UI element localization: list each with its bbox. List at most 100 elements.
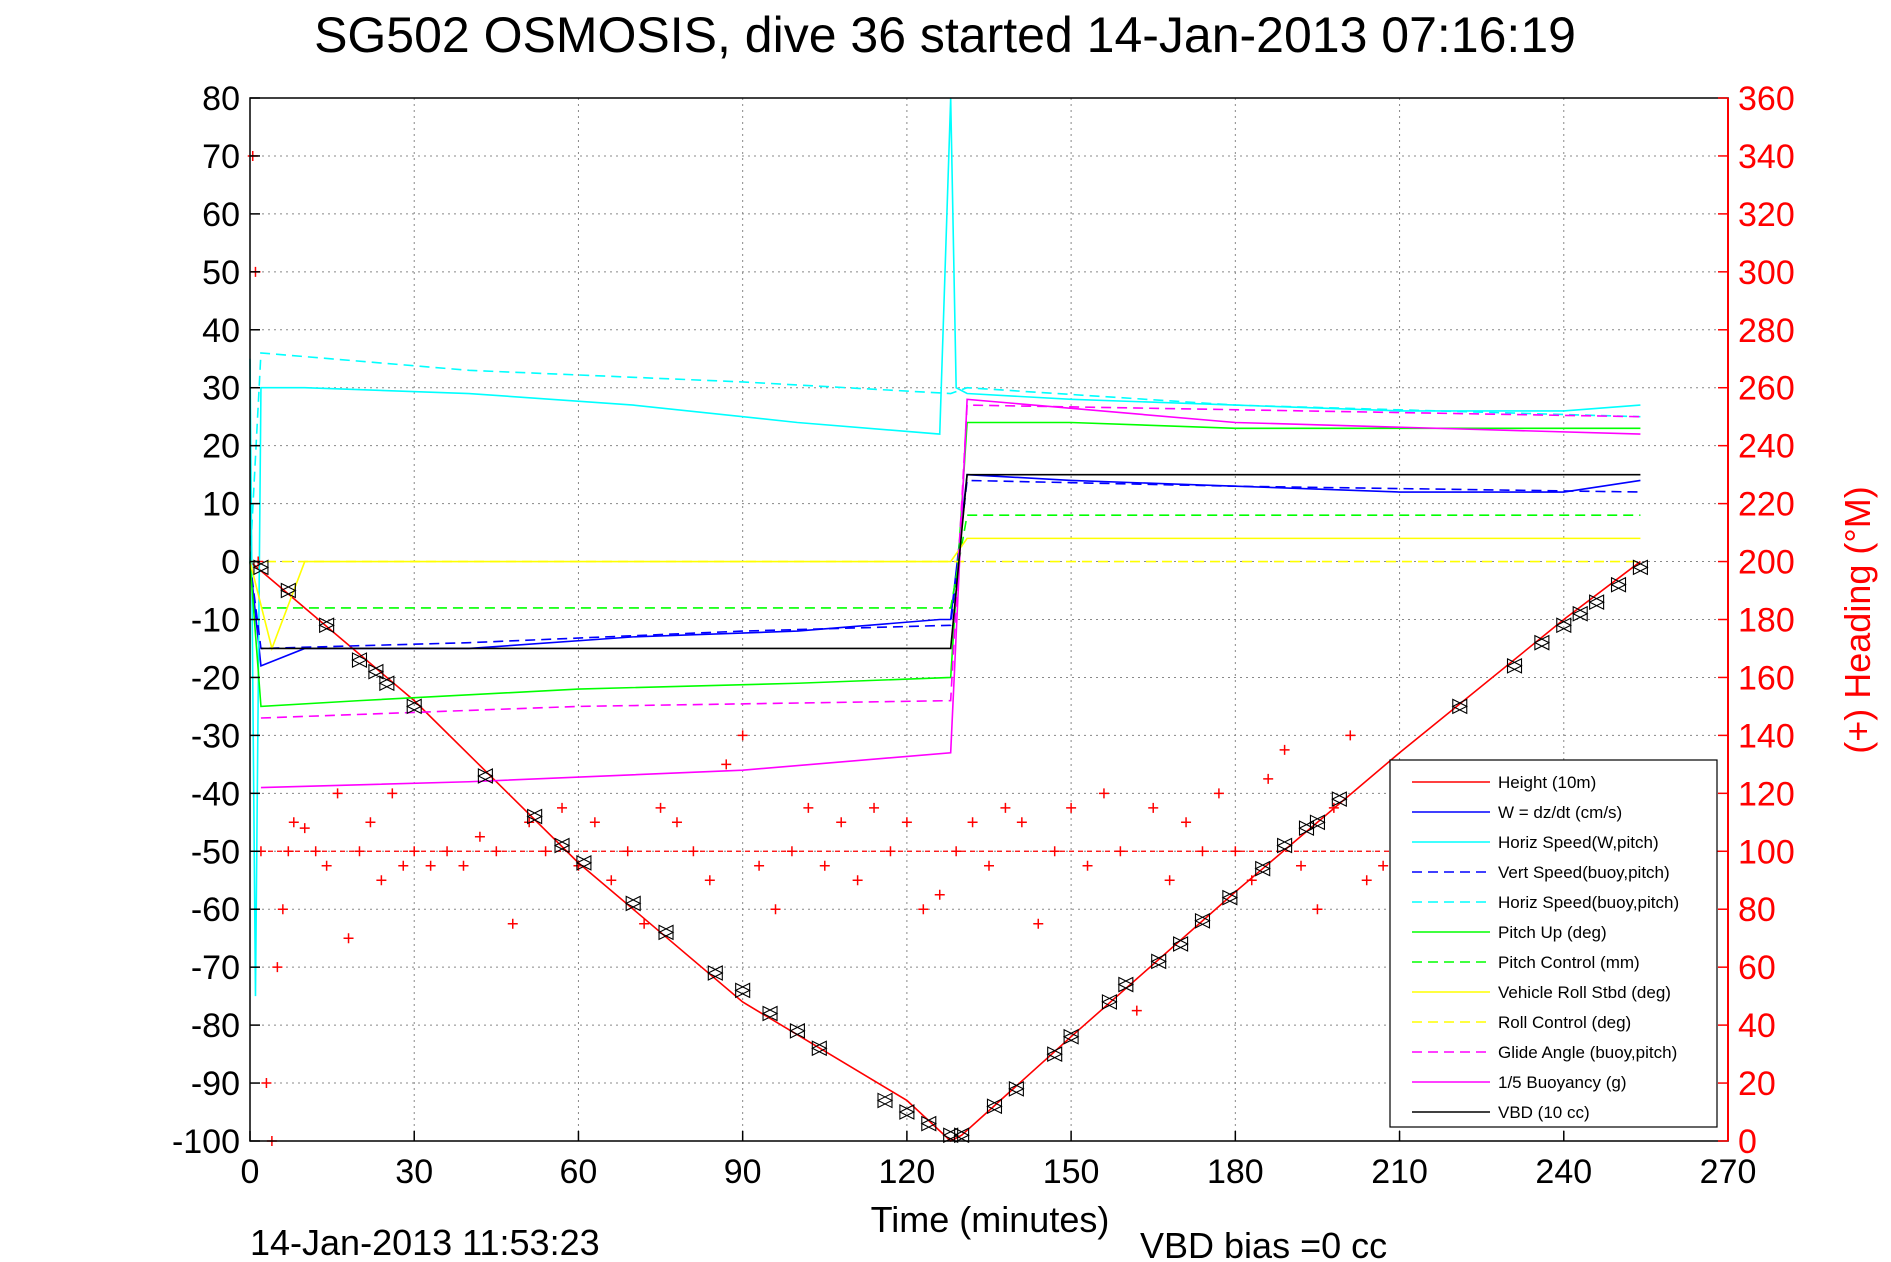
legend-label-11: VBD (10 cc) <box>1498 1103 1590 1122</box>
left-tick-label-9: -10 <box>191 602 240 640</box>
right-tick-label-7: 220 <box>1738 486 1795 524</box>
heading-point-60 <box>1066 802 1077 813</box>
left-tick-label-7: 10 <box>202 486 240 524</box>
heading-point-39 <box>721 759 732 770</box>
depth-marker-39 <box>1506 657 1523 674</box>
heading-point-64 <box>1131 1005 1142 1016</box>
footer-vbd-bias: VBD bias =0 cc <box>1140 1225 1387 1262</box>
heading-point-36 <box>671 817 682 828</box>
legend-label-3: Vert Speed(buoy,pitch) <box>1498 863 1670 882</box>
series-line-10 <box>260 398 1641 789</box>
series-line-0 <box>249 560 1641 1142</box>
heading-point-9 <box>288 817 299 828</box>
depth-marker-8 <box>526 808 543 825</box>
heading-point-56 <box>1000 802 1011 813</box>
heading-point-25 <box>491 846 502 857</box>
depth-marker-7 <box>477 768 494 784</box>
heading-point-26 <box>507 918 518 929</box>
right-tick-label-9: 180 <box>1738 602 1795 640</box>
left-tick-label-18: -100 <box>172 1123 240 1161</box>
left-tick-label-10: -20 <box>191 659 240 697</box>
heading-point-19 <box>398 860 409 871</box>
depth-marker-41 <box>1555 617 1573 634</box>
depth-marker-30 <box>1172 936 1189 952</box>
heading-point-54 <box>967 817 978 828</box>
x-tick-label-0: 0 <box>241 1153 260 1191</box>
heading-point-74 <box>1296 860 1307 871</box>
series-line-5 <box>249 421 1641 708</box>
right-tick-label-18: 0 <box>1738 1123 1757 1161</box>
heading-point-78 <box>1361 875 1372 886</box>
depth-marker-36 <box>1309 814 1326 831</box>
heading-point-35 <box>655 802 666 813</box>
heading-point-32 <box>606 875 617 886</box>
heading-point-58 <box>1033 918 1044 929</box>
right-tick-label-11: 140 <box>1738 717 1795 755</box>
left-tick-label-4: 40 <box>202 312 240 350</box>
heading-point-14 <box>343 933 354 944</box>
heading-point-46 <box>836 817 847 828</box>
depth-marker-3 <box>351 652 368 668</box>
x-axis-ticks: 0 30 60 90 120 150 180 210 240 270 <box>241 1131 1756 1191</box>
heading-point-50 <box>901 817 912 828</box>
heading-point-13 <box>332 788 343 799</box>
x-tick-label-1: 30 <box>395 1153 433 1191</box>
left-tick-label-14: -60 <box>191 891 240 929</box>
depth-marker-13 <box>707 965 724 981</box>
right-tick-label-2: 320 <box>1738 196 1795 234</box>
x-tick-label-5: 150 <box>1043 1153 1100 1191</box>
left-tick-label-6: 20 <box>202 428 240 466</box>
heading-point-10 <box>299 823 310 834</box>
x-tick-label-8: 240 <box>1535 1153 1592 1191</box>
depth-marker-43 <box>1588 594 1605 611</box>
heading-point-45 <box>819 860 830 871</box>
heading-point-77 <box>1345 730 1356 741</box>
depth-markers <box>252 559 1649 1144</box>
heading-point-71 <box>1246 875 1257 886</box>
series-line-4 <box>249 352 1641 562</box>
right-tick-label-10: 160 <box>1738 659 1795 697</box>
left-tick-label-3: 50 <box>202 254 240 292</box>
left-tick-label-13: -50 <box>191 833 240 871</box>
heading-point-65 <box>1148 802 1159 813</box>
right-tick-label-14: 80 <box>1738 891 1776 929</box>
heading-point-28 <box>540 846 551 857</box>
heading-point-12 <box>321 860 332 871</box>
left-tick-label-8: 0 <box>221 544 240 582</box>
depth-marker-9 <box>553 837 571 854</box>
heading-point-75 <box>1312 904 1323 915</box>
legend: Height (10m) W = dz/dt (cm/s) Horiz Speed(… <box>1389 759 1718 1128</box>
legend-label-2: Horiz Speed(W,pitch) <box>1498 833 1659 852</box>
heading-point-4 <box>261 1078 272 1089</box>
right-tick-label-15: 60 <box>1738 949 1776 987</box>
heading-point-70 <box>1230 846 1241 857</box>
depth-marker-16 <box>789 1023 806 1039</box>
depth-marker-33 <box>1254 860 1271 877</box>
depth-marker-14 <box>734 982 751 999</box>
heading-point-24 <box>474 831 485 842</box>
heading-point-8 <box>283 846 294 857</box>
x-axis-label: Time (minutes) <box>871 1199 1110 1240</box>
heading-point-57 <box>1016 817 1027 828</box>
heading-markers <box>247 150 1405 1146</box>
heading-point-49 <box>885 846 896 857</box>
heading-point-33 <box>622 846 633 857</box>
heading-point-20 <box>409 846 420 857</box>
depth-marker-5 <box>378 675 396 692</box>
right-tick-label-13: 100 <box>1738 833 1795 871</box>
depth-marker-4 <box>367 663 385 680</box>
depth-marker-27 <box>1101 994 1118 1010</box>
heading-point-79 <box>1378 860 1389 871</box>
depth-marker-11 <box>624 895 642 912</box>
series-lines <box>249 97 1728 1142</box>
heading-point-16 <box>365 817 376 828</box>
heading-point-47 <box>852 875 863 886</box>
depth-marker-28 <box>1117 976 1135 993</box>
heading-point-68 <box>1197 846 1208 857</box>
heading-point-48 <box>869 802 880 813</box>
right-tick-label-0: 360 <box>1738 80 1795 118</box>
legend-label-6: Pitch Control (mm) <box>1498 953 1640 972</box>
heading-point-7 <box>277 904 288 915</box>
heading-point-37 <box>688 846 699 857</box>
